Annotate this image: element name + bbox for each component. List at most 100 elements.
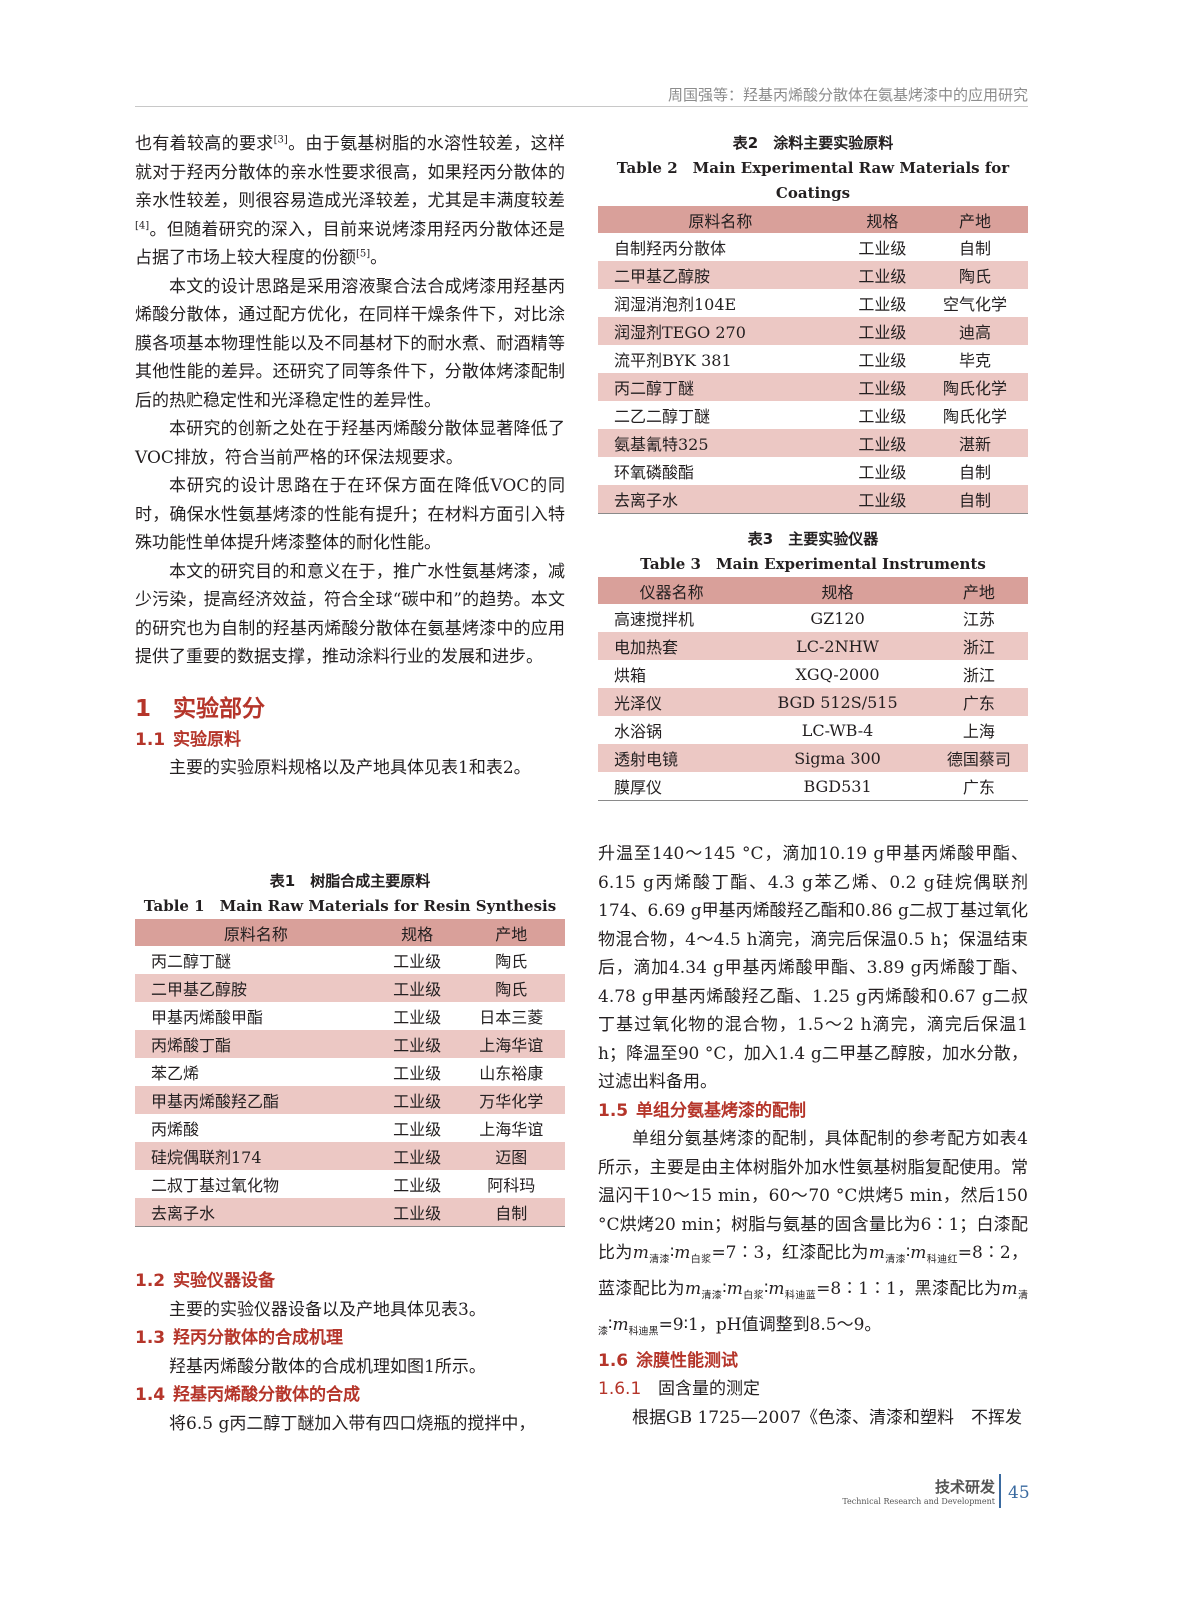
paragraph: 单组分氨基烤漆的配制，具体配制的参考配方如表4所示，主要是由主体树脂外加水性氨基… xyxy=(598,1129,1029,1338)
paragraph: 将6.5 g丙二醇丁醚加入带有四口烧瓶的搅拌中， xyxy=(169,1413,536,1434)
table-cell: 工业级 xyxy=(393,1008,442,1027)
column-header: 规格 xyxy=(842,206,923,233)
table-cell: 工业级 xyxy=(842,317,923,345)
table-cell: 陶氏 xyxy=(922,261,1028,289)
table-cell: 浙江 xyxy=(929,632,1028,660)
table-cell: 陶氏 xyxy=(457,974,565,1002)
table-cell: LC-2NHW xyxy=(745,632,930,660)
table-cell: 工业级 xyxy=(842,373,923,401)
table-cell: 电加热套 xyxy=(598,632,746,660)
table-cell: 高速搅拌机 xyxy=(614,610,695,629)
column-header: 原料名称 xyxy=(135,919,377,946)
table-row: 二叔丁基过氧化物 工业级 阿科玛 xyxy=(135,1170,565,1198)
table-cell: 工业级 xyxy=(376,1198,458,1227)
table-cell: 工业级 xyxy=(858,407,907,426)
table-row: 流平剂BYK 381 工业级 毕克 xyxy=(598,345,1028,373)
table-cell: 流平剂BYK 381 xyxy=(614,351,732,370)
table-cell: 环氧磷酸酯 xyxy=(614,463,695,482)
right-column: 升温至140～145 °C，滴加10.19 g甲基丙烯酸甲酯、6.15 g丙烯酸… xyxy=(598,840,1028,1432)
table-row: 二甲基乙醇胺 工业级 陶氏 xyxy=(135,974,565,1002)
paragraph: 本研究的创新之处在于羟基丙烯酸分散体显著降低了VOC排放，符合当前严格的环保法规… xyxy=(135,419,565,468)
table-cell: 陶氏 xyxy=(495,952,528,971)
table-row: 高速搅拌机 GZ120 江苏 xyxy=(598,604,1028,632)
table-row: 丙二醇丁醚 工业级 陶氏 xyxy=(135,946,565,974)
table-cell: 自制 xyxy=(959,463,992,482)
table-cell: 二甲基乙醇胺 xyxy=(135,974,377,1002)
table-cell: 氨基氰特325 xyxy=(598,429,843,457)
table-cell: 陶氏化学 xyxy=(943,407,1008,426)
table-cell: 江苏 xyxy=(962,610,995,629)
table-cell: 硅烷偶联剂174 xyxy=(135,1142,377,1170)
table-cell: 工业级 xyxy=(858,239,907,258)
table-header-row: 原料名称 规格 产地 xyxy=(598,206,1028,233)
section-heading-1-6-1: 1.6.1 固含量的测定 xyxy=(598,1379,760,1400)
table-cell: 丙二醇丁醚 xyxy=(151,952,232,971)
table-cell: 迈图 xyxy=(457,1142,565,1170)
table-3: 仪器名称 规格 产地 高速搅拌机 GZ120 江苏 电加热套 LC-2NHW 浙江 烘箱 XGQ-2… xyxy=(598,577,1028,801)
table-row: 去离子水 工业级 自制 xyxy=(598,485,1028,514)
footer-divider xyxy=(999,1474,1001,1508)
table-cell: 湛新 xyxy=(922,429,1028,457)
section-heading-1: 1 实验部分 xyxy=(135,695,265,722)
column-header: 产地 xyxy=(922,206,1028,233)
column-header: 产地 xyxy=(929,577,1028,604)
table-row: 丙烯酸丁酯 工业级 上海华谊 xyxy=(135,1030,565,1058)
table-row: 丙二醇丁醚 工业级 陶氏化学 xyxy=(598,373,1028,401)
table-cell: 苯乙烯 xyxy=(151,1064,200,1083)
table-2: 原料名称 规格 产地 自制羟丙分散体 工业级 自制 二甲基乙醇胺 工业级 陶氏 润湿消泡剂104E… xyxy=(598,206,1028,514)
table-row: 氨基氰特325 工业级 湛新 xyxy=(598,429,1028,457)
table-header-row: 仪器名称 规格 产地 xyxy=(598,577,1028,604)
table-cell: 润湿剂TEGO 270 xyxy=(598,317,843,345)
table-cell: 广东 xyxy=(929,688,1028,716)
table-cell: 工业级 xyxy=(842,485,923,514)
table-row: 苯乙烯 工业级 山东裕康 xyxy=(135,1058,565,1086)
paragraph: 主要的实验原料规格以及产地具体见表1和表2。 xyxy=(169,758,531,778)
section-heading-1-3: 1.3 羟丙分散体的合成机理 xyxy=(135,1328,343,1348)
table-cell: 山东裕康 xyxy=(479,1064,544,1083)
footer-section: 技术研发 Technical Research and Development xyxy=(820,1476,995,1506)
citation: [4] xyxy=(135,219,150,231)
table-cell: 上海华谊 xyxy=(457,1030,565,1058)
table-cell: 工业级 xyxy=(393,1120,442,1139)
table-caption-en: Table 3 Main Experimental Instruments xyxy=(640,555,986,573)
table-caption-en: Table 1 Main Raw Materials for Resin Syn… xyxy=(143,897,557,915)
table-caption-cn: 表3 主要实验仪器 xyxy=(747,530,879,548)
table-cell: 甲基丙烯酸羟乙酯 xyxy=(135,1086,377,1114)
table-3-block: 表3 主要实验仪器 Table 3 Main Experimental Inst… xyxy=(598,527,1028,801)
table-cell: 丙二醇丁醚 xyxy=(598,373,843,401)
paragraph: 升温至140～145 °C，滴加10.19 g甲基丙烯酸甲酯、6.15 g丙烯酸… xyxy=(598,844,1028,1092)
citation: [3] xyxy=(273,134,288,146)
table-row: 自制羟丙分散体 工业级 自制 xyxy=(598,233,1028,261)
header-divider xyxy=(135,106,1028,107)
table-cell: 甲基丙烯酸甲酯 xyxy=(151,1008,264,1027)
table-cell: 工业级 xyxy=(858,463,907,482)
table-row: 润湿消泡剂104E 工业级 空气化学 xyxy=(598,289,1028,317)
left-column: 也有着较高的要求[3]。由于氨基树脂的水溶性较差，这样就对于羟丙分散体的亲水性要… xyxy=(135,130,565,783)
table-cell: Sigma 300 xyxy=(745,744,930,772)
table-cell: 工业级 xyxy=(842,429,923,457)
table-cell: 水浴锅 xyxy=(614,722,663,741)
section-heading-1-2: 1.2 实验仪器设备 xyxy=(135,1271,275,1291)
paragraph: 主要的实验仪器设备以及产地具体见表3。 xyxy=(169,1299,486,1320)
table-row: 甲基丙烯酸甲酯 工业级 日本三菱 xyxy=(135,1002,565,1030)
table-cell: 工业级 xyxy=(858,295,907,314)
table-cell: 毕克 xyxy=(959,351,992,370)
table-row: 水浴锅 LC-WB-4 上海 xyxy=(598,716,1028,744)
table-row: 硅烷偶联剂174 工业级 迈图 xyxy=(135,1142,565,1170)
table-header-row: 原料名称 规格 产地 xyxy=(135,919,565,946)
page-number: 45 xyxy=(1008,1483,1030,1503)
footer-section-cn: 技术研发 xyxy=(934,1478,995,1496)
column-header: 规格 xyxy=(376,919,458,946)
column-header: 仪器名称 xyxy=(598,577,746,604)
table-cell: 透射电镜 xyxy=(598,744,746,772)
table-cell: 迪高 xyxy=(922,317,1028,345)
table-cell: 二甲基乙醇胺 xyxy=(598,261,843,289)
table-cell: 润湿消泡剂104E xyxy=(614,295,737,314)
table-row: 二乙二醇丁醚 工业级 陶氏化学 xyxy=(598,401,1028,429)
left-column-lower: 1.2 实验仪器设备 主要的实验仪器设备以及产地具体见表3。 1.3 羟丙分散体的合… xyxy=(135,1267,565,1438)
column-header: 规格 xyxy=(745,577,930,604)
column-header: 产地 xyxy=(457,919,565,946)
section-heading-1-1: 1.1 实验原料 xyxy=(135,729,241,750)
paragraph: 羟基丙烯酸分散体的合成机理如图1所示。 xyxy=(169,1356,486,1377)
running-header: 周国强等：羟基丙烯酸分散体在氨基烤漆中的应用研究 xyxy=(667,86,1028,104)
